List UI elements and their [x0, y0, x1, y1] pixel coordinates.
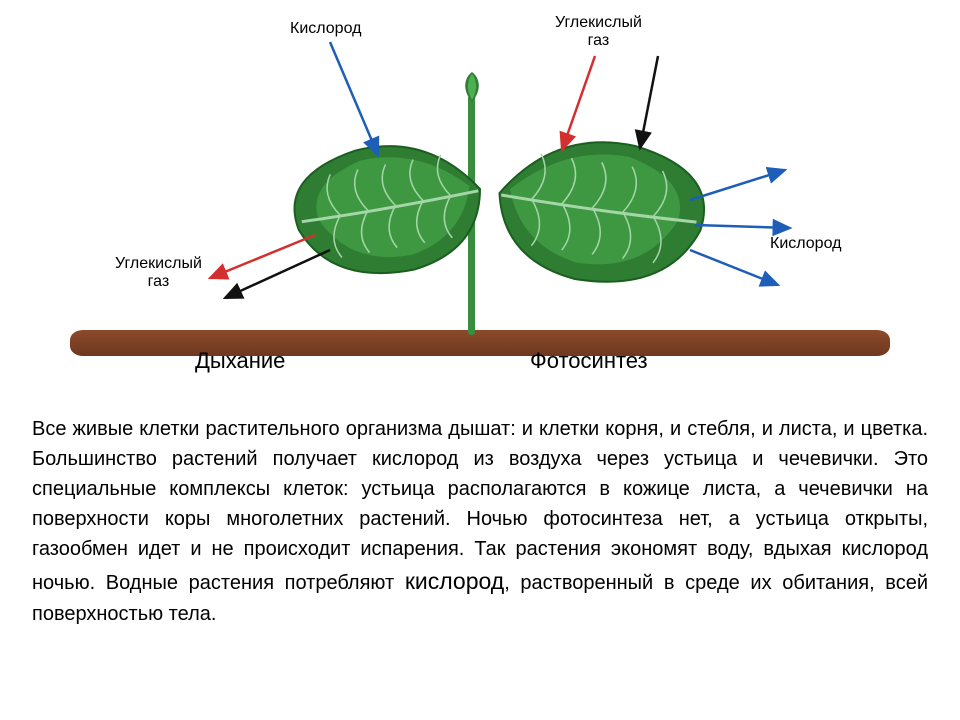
diagram-area: Кислород Углекислыйгаз Углекислыйгаз Кис…: [0, 0, 960, 400]
label-co2-top: Углекислыйгаз: [555, 14, 642, 49]
description-paragraph: Все живые клетки растительного организма…: [0, 400, 960, 629]
paragraph-oxygen-word: кислород: [405, 568, 504, 594]
label-co2-left: Углекислыйгаз: [115, 255, 202, 290]
label-oxygen-top: Кислород: [290, 20, 361, 38]
label-oxygen-right: Кислород: [770, 235, 841, 253]
label-process-respiration: Дыхание: [195, 348, 285, 374]
label-process-photosynthesis: Фотосинтез: [530, 348, 648, 374]
arrows-layer: [0, 0, 960, 400]
